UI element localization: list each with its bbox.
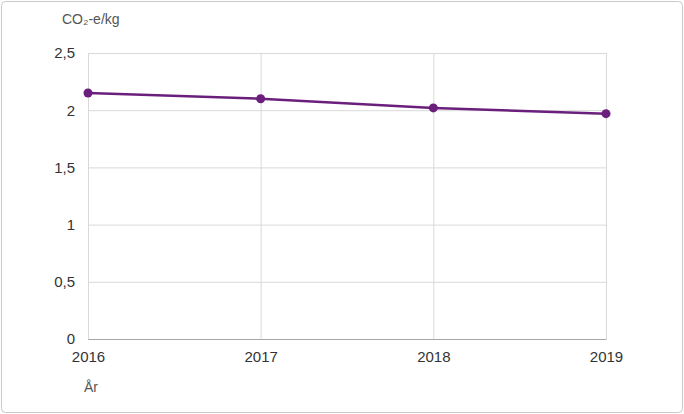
y-tick-label: 0,5 [54,273,75,290]
point [256,94,265,103]
x-tick: 2019 [590,53,623,365]
x-tick-label: 2016 [72,348,105,365]
y-grid-line [88,282,606,283]
x-axis-line [89,339,607,340]
line [88,93,606,114]
y-axis: 0 0,5 1 1,5 2 2,5 [54,44,606,347]
y-grid-line [88,339,606,340]
series [84,89,611,119]
y-tick-label: 1 [67,216,75,233]
x-tick: 2018 [417,53,450,365]
point [84,89,93,98]
x-axis: 2016 2017 2018 2019 [72,53,623,365]
y-grid-line [88,53,606,54]
x-grid-line [433,53,434,339]
plot: 0 0,5 1 1,5 2 2,5 2016 2017 2018 2019 [54,44,623,364]
y-axis-title: CO₂-e/kg [62,11,120,27]
point [429,103,438,112]
y-tick: 0,5 [54,273,606,290]
x-tick-label: 2019 [590,348,623,365]
y-tick-label: 2,5 [54,44,75,61]
frame [2,2,683,413]
x-tick-label: 2017 [244,348,277,365]
y-grid-line [88,167,606,168]
x-axis-title: År [84,379,98,395]
y-tick-label: 2 [67,102,75,119]
chart: 0 0,5 1 1,5 2 2,5 2016 2017 2018 2019 CO₂-e/kg År [0,0,684,414]
y-tick: 1 [67,216,606,233]
y-grid-line [88,225,606,226]
y-tick-label: 0 [67,330,75,347]
y-tick: 2,5 [54,44,606,61]
x-grid-line [606,53,607,339]
x-tick-label: 2018 [417,348,450,365]
point [602,109,611,118]
y-tick: 1,5 [54,159,606,176]
x-tick: 2016 [72,53,105,365]
y-tick: 0 [67,330,606,347]
y-tick-label: 1,5 [54,159,75,176]
